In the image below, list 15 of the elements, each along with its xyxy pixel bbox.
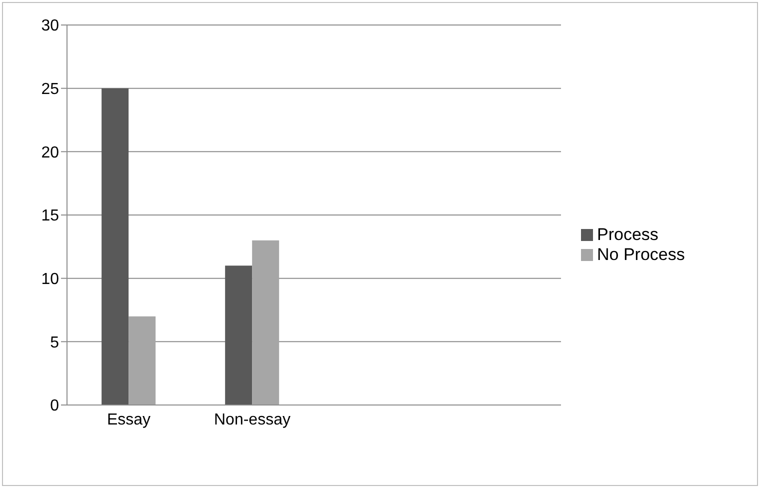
bar <box>252 240 280 405</box>
bar <box>102 88 129 405</box>
y-tick-label: 25 <box>41 81 60 98</box>
y-tick-label: 15 <box>41 208 60 225</box>
y-tick-label: 0 <box>50 398 60 415</box>
legend-label: No Process <box>597 244 685 264</box>
bar <box>128 316 156 405</box>
x-tick-label: Essay <box>106 411 151 428</box>
bar <box>225 266 252 405</box>
y-tick-label: 5 <box>50 334 60 352</box>
y-tick-label: 10 <box>41 271 60 288</box>
y-tick-label: 20 <box>41 144 60 162</box>
x-tick-label: Non-essay <box>214 411 290 428</box>
y-tick-label: 30 <box>41 18 60 35</box>
legend-label: Process <box>597 224 658 244</box>
